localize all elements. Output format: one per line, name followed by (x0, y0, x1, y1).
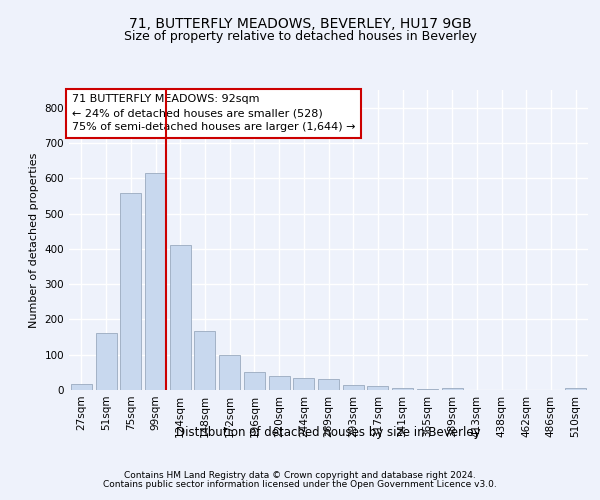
Bar (269, 376, 290, 390)
Bar (71, 384, 92, 390)
Text: Contains public sector information licensed under the Open Government Licence v3: Contains public sector information licen… (103, 480, 497, 489)
Y-axis label: Number of detached properties: Number of detached properties (29, 152, 39, 328)
Bar (565, 388, 586, 390)
Bar (219, 354, 240, 390)
Bar (293, 378, 314, 390)
Bar (95, 333, 116, 390)
Text: Contains HM Land Registry data © Crown copyright and database right 2024.: Contains HM Land Registry data © Crown c… (124, 471, 476, 480)
Text: Size of property relative to detached houses in Beverley: Size of property relative to detached ho… (124, 30, 476, 43)
Bar (194, 330, 215, 390)
Text: 71, BUTTERFLY MEADOWS, BEVERLEY, HU17 9GB: 71, BUTTERFLY MEADOWS, BEVERLEY, HU17 9G… (128, 18, 472, 32)
Bar (145, 173, 166, 390)
Bar (318, 380, 339, 390)
Bar (244, 372, 265, 390)
Text: Distribution of detached houses by size in Beverley: Distribution of detached houses by size … (176, 426, 481, 439)
Bar (120, 193, 141, 390)
Bar (367, 386, 388, 390)
Bar (392, 388, 413, 390)
Bar (442, 388, 463, 390)
Bar (417, 389, 438, 390)
Bar (170, 246, 191, 390)
Text: 71 BUTTERFLY MEADOWS: 92sqm
← 24% of detached houses are smaller (528)
75% of se: 71 BUTTERFLY MEADOWS: 92sqm ← 24% of det… (71, 94, 355, 132)
Bar (343, 385, 364, 390)
